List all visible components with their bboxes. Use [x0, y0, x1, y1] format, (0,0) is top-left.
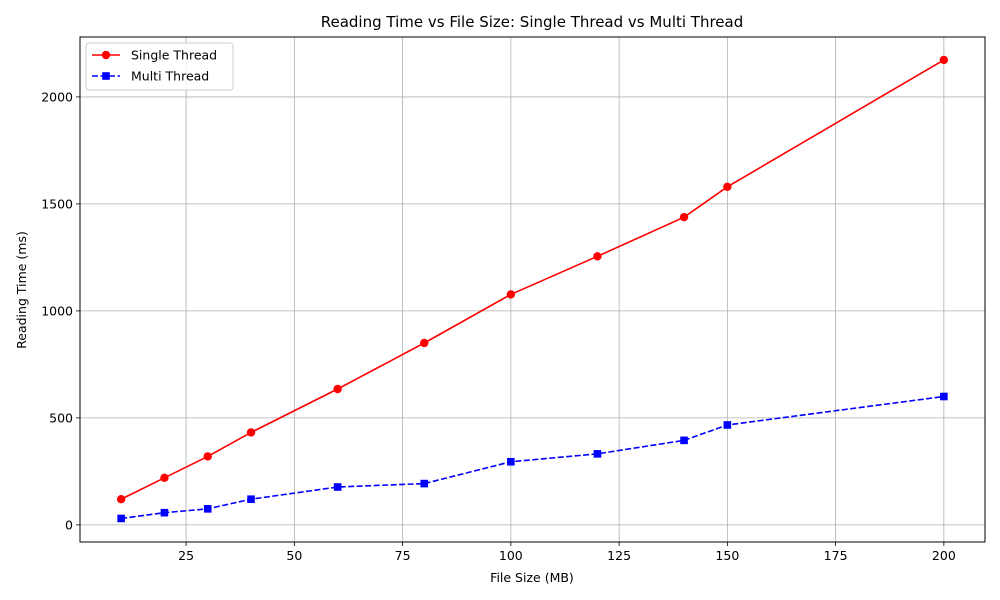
- plot-area-frame: [79, 36, 986, 543]
- single-thread-point: [203, 452, 212, 461]
- multi-thread-point: [117, 514, 125, 523]
- multi-thread-point: [160, 508, 169, 517]
- x-tick-label: 75: [395, 548, 411, 563]
- legend: Single Thread Multi Thread: [85, 42, 234, 91]
- single-thread-point: [593, 252, 602, 261]
- multi-thread-point: [723, 421, 732, 429]
- series-layer: [116, 55, 949, 523]
- single-thread-legend-label: Single Thread: [131, 48, 217, 63]
- single-thread-point: [506, 290, 516, 299]
- single-thread-legend-marker: [101, 50, 111, 60]
- y-tick-label: 0: [65, 517, 73, 532]
- multi-thread-point: [680, 436, 688, 445]
- multi-thread-legend-label: Multi Thread: [131, 69, 209, 84]
- legend-frame: [85, 42, 234, 91]
- single-thread-point: [160, 473, 169, 483]
- x-tick-label: 100: [499, 548, 523, 563]
- multi-thread-line: [121, 395, 944, 520]
- multi-thread-point: [333, 483, 342, 491]
- multi-thread-legend-marker: [102, 72, 110, 80]
- x-tick-label: 50: [286, 548, 302, 563]
- y-tick-label: 1500: [41, 196, 73, 211]
- single-thread-point: [116, 495, 126, 504]
- multi-thread-point: [593, 450, 602, 458]
- x-tick-label: 150: [715, 548, 739, 563]
- y-axis-label: Reading Time (ms): [14, 231, 29, 349]
- single-thread-point: [333, 384, 342, 394]
- y-tick-label: 2000: [41, 89, 73, 104]
- x-tick-label: 175: [824, 548, 848, 563]
- y-tick-label: 500: [49, 410, 73, 425]
- y-tick-label: 1000: [41, 303, 73, 318]
- single-thread-point: [939, 55, 949, 65]
- single-thread-point: [420, 338, 429, 348]
- single-thread-point: [679, 212, 689, 222]
- chart-title: Reading Time vs File Size: Single Thread…: [321, 13, 744, 31]
- single-thread-point: [723, 182, 732, 191]
- grid: [80, 37, 985, 542]
- single-thread-point: [246, 428, 256, 437]
- x-axis-label: File Size (MB): [490, 570, 574, 585]
- multi-thread-point: [420, 479, 429, 488]
- multi-thread-point: [940, 392, 948, 401]
- x-tick-label: 125: [607, 548, 631, 563]
- single-thread-line: [120, 59, 945, 500]
- x-tick-label: 25: [178, 548, 194, 563]
- multi-thread-point: [203, 505, 212, 513]
- x-tick-label: 200: [932, 548, 956, 563]
- multi-thread-point: [247, 495, 255, 504]
- multi-thread-point: [507, 457, 515, 466]
